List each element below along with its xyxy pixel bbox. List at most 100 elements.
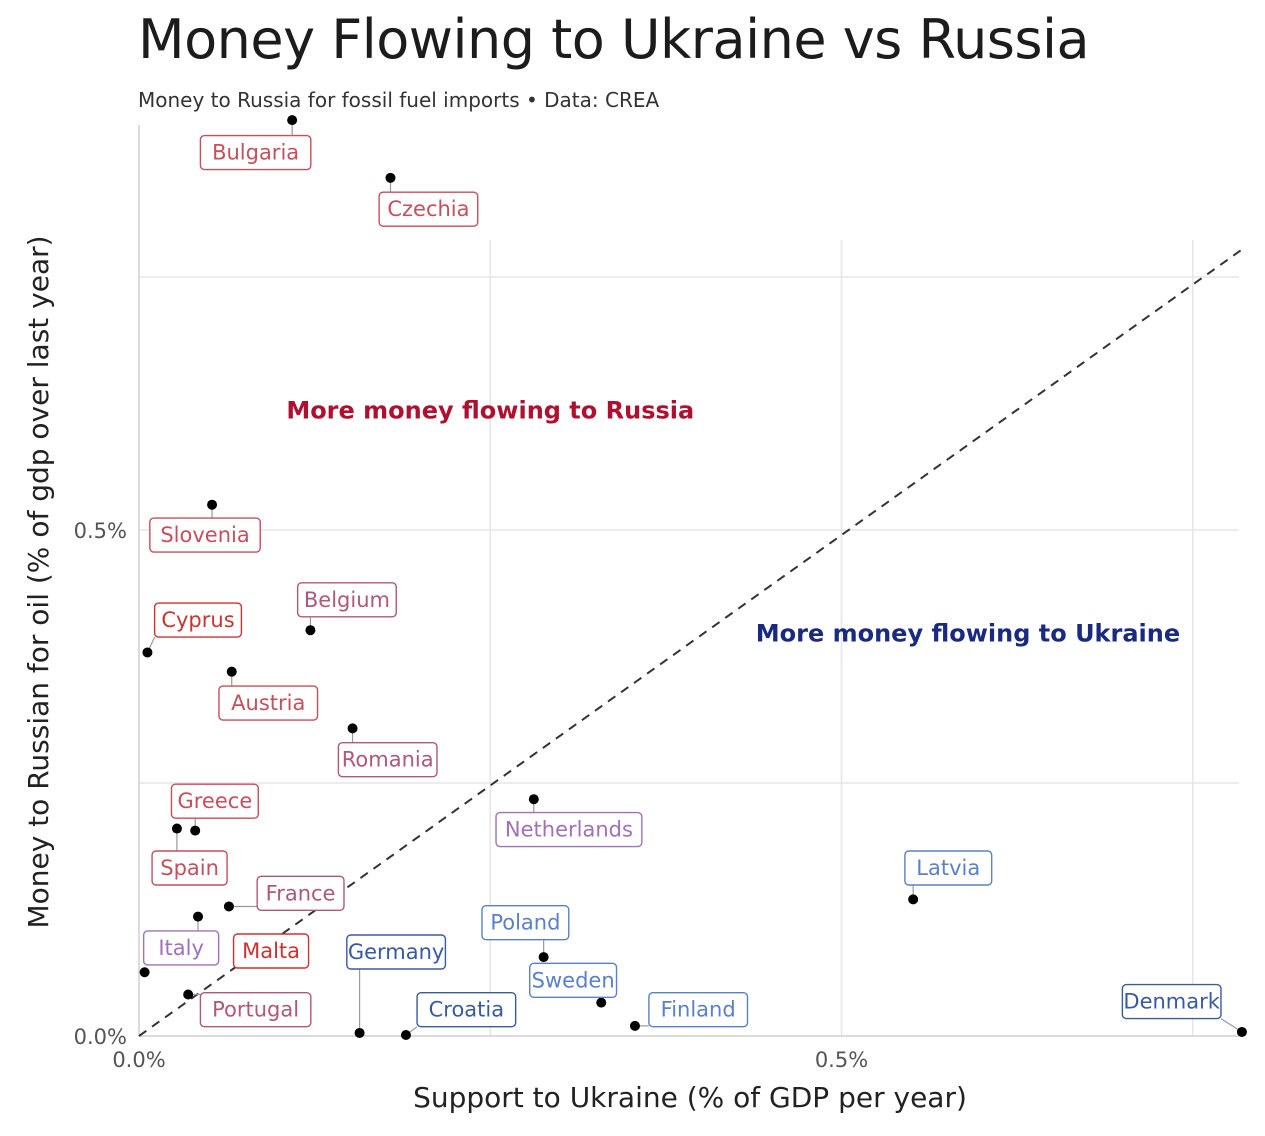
label-text-italy: Italy: [158, 936, 204, 960]
label-sweden: Sweden: [529, 962, 618, 999]
label-bulgaria: Bulgaria: [199, 134, 312, 171]
label-text-czechia: Czechia: [387, 197, 469, 221]
label-box-denmark: [1121, 983, 1222, 1020]
label-box-latvia: [904, 850, 993, 886]
label-text-poland: Poland: [490, 911, 560, 935]
label-text-netherlands: Netherlands: [505, 818, 633, 842]
chart-subtitle: Money to Russia for fossil fuel imports …: [138, 88, 660, 112]
x-tick-label: 0.0%: [112, 1048, 165, 1072]
label-text-malta: Malta: [242, 939, 300, 963]
point-latvia: [908, 894, 919, 905]
annotation-russia: More money flowing to Russia: [286, 397, 694, 425]
label-belgium: Belgium: [296, 582, 397, 618]
label-box-france: [256, 875, 345, 912]
label-text-slovenia: Slovenia: [160, 523, 249, 547]
label-box-greece: [170, 783, 259, 819]
point-slovenia: [207, 499, 218, 510]
region-annotations: More money flowing to Russia More money f…: [286, 397, 1180, 648]
label-box-austria: [218, 685, 319, 721]
label-box-spain: [151, 850, 228, 886]
label-austria: Austria: [218, 685, 319, 721]
chart-title: Money Flowing to Ukraine vs Russia: [138, 8, 1090, 71]
point-denmark: [1236, 1026, 1247, 1037]
point-czechia: [385, 172, 396, 183]
y-tick-label: 0.0%: [74, 1025, 127, 1049]
point-cyprus: [142, 647, 153, 658]
label-box-portugal: [199, 991, 312, 1028]
point-spain: [171, 823, 182, 834]
label-text-greece: Greece: [177, 789, 252, 813]
label-france: France: [256, 875, 345, 912]
label-box-malta: [232, 933, 310, 969]
label-text-sweden: Sweden: [532, 968, 615, 992]
point-finland: [629, 1020, 640, 1031]
x-tick-label: 0.5%: [815, 1048, 868, 1072]
label-box-sweden: [529, 962, 618, 999]
label-text-germany: Germany: [348, 940, 445, 964]
label-poland: Poland: [481, 904, 570, 941]
point-netherlands: [528, 794, 539, 805]
label-box-cyprus: [153, 602, 243, 638]
label-netherlands: Netherlands: [495, 811, 643, 848]
label-box-finland: [648, 991, 749, 1028]
label-text-france: France: [266, 881, 336, 905]
point-sweden: [596, 997, 607, 1008]
label-greece: Greece: [170, 783, 259, 819]
label-text-finland: Finland: [661, 998, 736, 1022]
label-denmark: Denmark: [1121, 983, 1222, 1020]
point-poland: [538, 952, 549, 963]
label-cyprus: Cyprus: [153, 602, 243, 638]
x-axis-title: Support to Ukraine (% of GDP per year): [413, 1081, 967, 1114]
country-labels: Bulgaria Czechia Slovenia Belgium Cyprus Aust…: [142, 134, 1222, 1028]
label-text-portugal: Portugal: [212, 998, 299, 1022]
label-germany: Germany: [346, 934, 447, 970]
label-spain: Spain: [151, 850, 228, 886]
label-box-czechia: [378, 191, 479, 227]
label-box-romania: [337, 742, 438, 778]
point-greece: [190, 825, 201, 836]
label-box-italy: [142, 930, 220, 966]
label-text-austria: Austria: [231, 691, 305, 715]
label-box-poland: [481, 904, 570, 941]
label-text-bulgaria: Bulgaria: [212, 141, 299, 165]
point-croatia: [400, 1029, 411, 1040]
label-czechia: Czechia: [378, 191, 479, 227]
point-austria: [226, 666, 237, 677]
label-slovenia: Slovenia: [149, 517, 261, 553]
point-bulgaria: [287, 115, 298, 126]
label-box-germany: [346, 934, 447, 970]
point-portugal: [183, 989, 194, 1000]
point-france: [223, 901, 234, 912]
label-malta: Malta: [232, 933, 310, 969]
axes: [138, 125, 1239, 1037]
annotation-ukraine: More money flowing to Ukraine: [756, 619, 1180, 647]
label-finland: Finland: [648, 991, 749, 1028]
label-text-romania: Romania: [342, 748, 434, 772]
label-croatia: Croatia: [416, 991, 517, 1028]
point-italy: [193, 911, 204, 922]
label-box-bulgaria: [199, 134, 312, 171]
label-box-belgium: [296, 582, 397, 618]
axis-ticks: 0.0% 0.5% 0.0% 0.5%: [74, 519, 869, 1072]
label-italy: Italy: [142, 930, 220, 966]
point-romania: [347, 723, 358, 734]
label-text-denmark: Denmark: [1123, 990, 1220, 1014]
label-box-slovenia: [149, 517, 261, 553]
label-text-belgium: Belgium: [304, 588, 390, 612]
label-text-cyprus: Cyprus: [161, 608, 234, 632]
label-text-spain: Spain: [160, 856, 219, 880]
label-text-croatia: Croatia: [429, 998, 505, 1022]
label-romania: Romania: [337, 742, 438, 778]
y-axis-title: Money to Russian for oil (% of gdp over …: [22, 235, 55, 928]
label-portugal: Portugal: [199, 991, 312, 1028]
label-latvia: Latvia: [904, 850, 993, 886]
point-unlabeled-0: [139, 967, 150, 978]
label-text-latvia: Latvia: [916, 856, 980, 880]
label-box-croatia: [416, 991, 517, 1028]
point-belgium: [305, 625, 316, 636]
grid-lines: [139, 240, 1239, 1036]
data-points: [139, 115, 1247, 1040]
label-box-netherlands: [495, 811, 643, 848]
point-germany: [354, 1027, 365, 1038]
